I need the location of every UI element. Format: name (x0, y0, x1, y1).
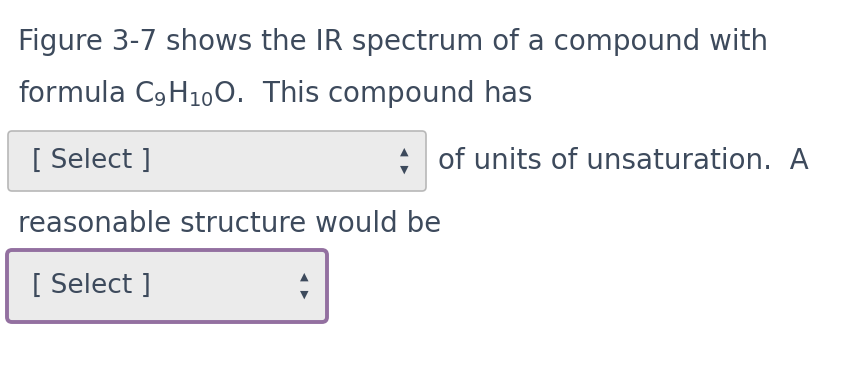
Text: Figure 3-7 shows the IR spectrum of a compound with: Figure 3-7 shows the IR spectrum of a co… (18, 28, 768, 56)
Text: ▲: ▲ (400, 147, 408, 157)
Text: [ Select ]: [ Select ] (32, 148, 151, 174)
Text: ▲: ▲ (300, 272, 308, 282)
Text: of units of unsaturation.  A: of units of unsaturation. A (438, 147, 809, 175)
FancyBboxPatch shape (7, 250, 327, 322)
FancyBboxPatch shape (8, 131, 426, 191)
Text: [ Select ]: [ Select ] (32, 273, 151, 299)
Text: ▼: ▼ (400, 165, 408, 175)
Text: reasonable structure would be: reasonable structure would be (18, 210, 441, 238)
Text: formula $\mathrm{C_9H_{10}O}$.  This compound has: formula $\mathrm{C_9H_{10}O}$. This comp… (18, 78, 533, 110)
Text: ▼: ▼ (300, 290, 308, 300)
